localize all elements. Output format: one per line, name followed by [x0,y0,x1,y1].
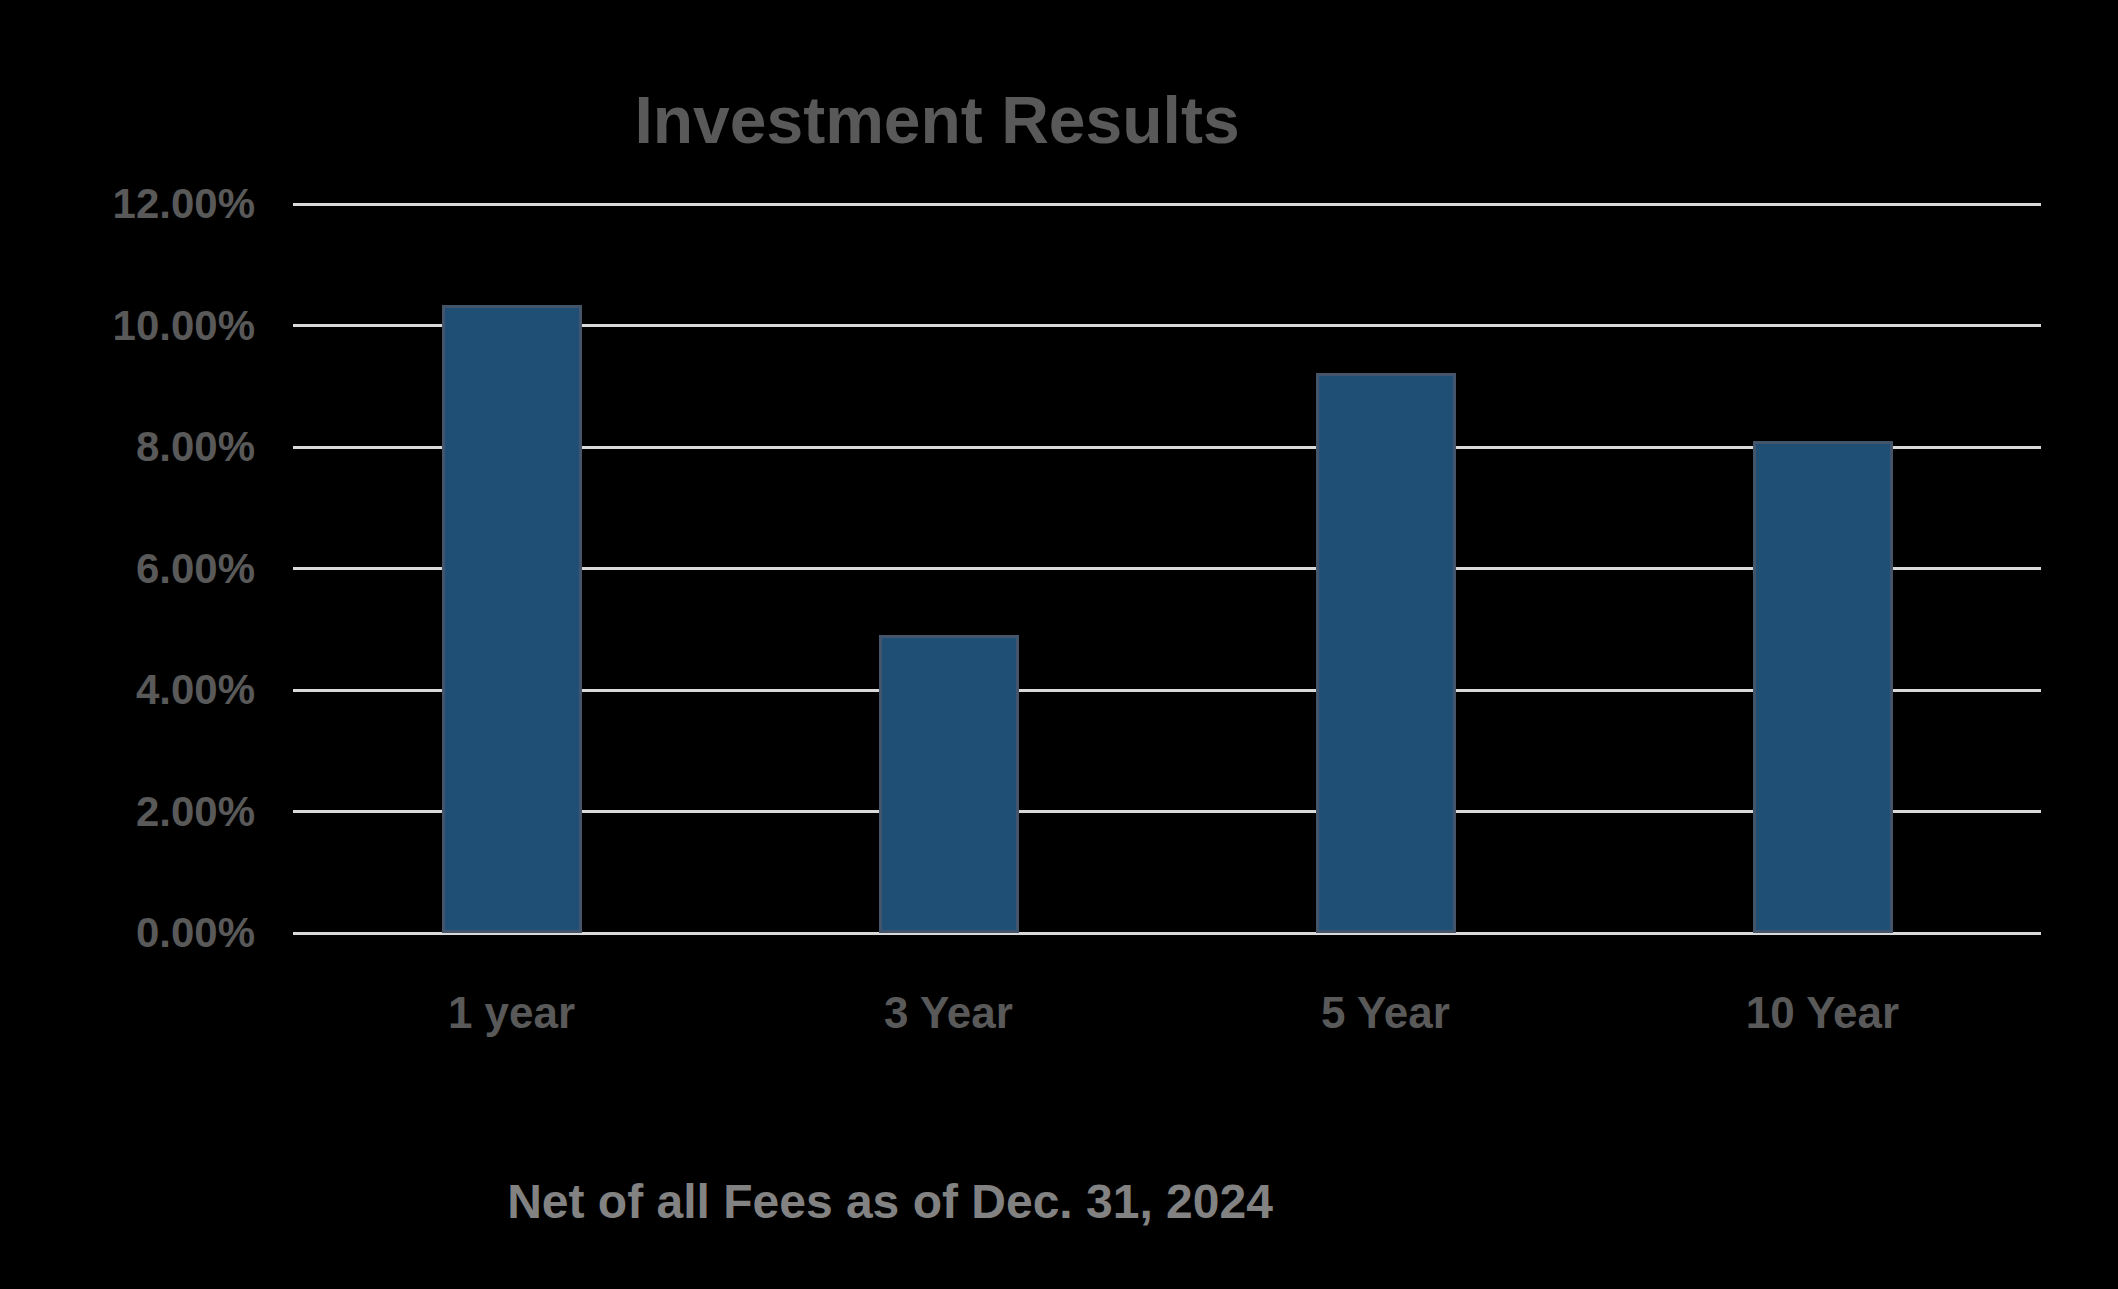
y-axis-tick-label: 10.00% [25,305,255,347]
y-axis-tick-label: 12.00% [25,183,255,225]
x-axis-category-label: 1 year [362,988,662,1038]
y-axis-tick-label: 4.00% [25,669,255,711]
chart-title: Investment Results [634,82,1239,158]
bar-10-year [1753,441,1893,933]
x-axis-category-label: 10 Year [1673,988,1973,1038]
y-axis-tick-label: 8.00% [25,426,255,468]
bar-5-year [1316,373,1456,933]
x-axis-category-label: 3 Year [799,988,1099,1038]
chart-caption: Net of all Fees as of Dec. 31, 2024 [507,1174,1273,1229]
bar-1-year [442,305,582,933]
y-axis-tick-label: 6.00% [25,548,255,590]
bar-3-year [879,635,1019,933]
y-axis-tick-label: 0.00% [25,912,255,954]
y-axis-tick-label: 2.00% [25,791,255,833]
plot-area [293,204,2041,933]
gridline [293,203,2041,206]
x-axis-category-label: 5 Year [1236,988,1536,1038]
investment-results-chart: Investment Results 0.00% 2.00% 4.00% 6.00% 8… [0,0,2118,1289]
